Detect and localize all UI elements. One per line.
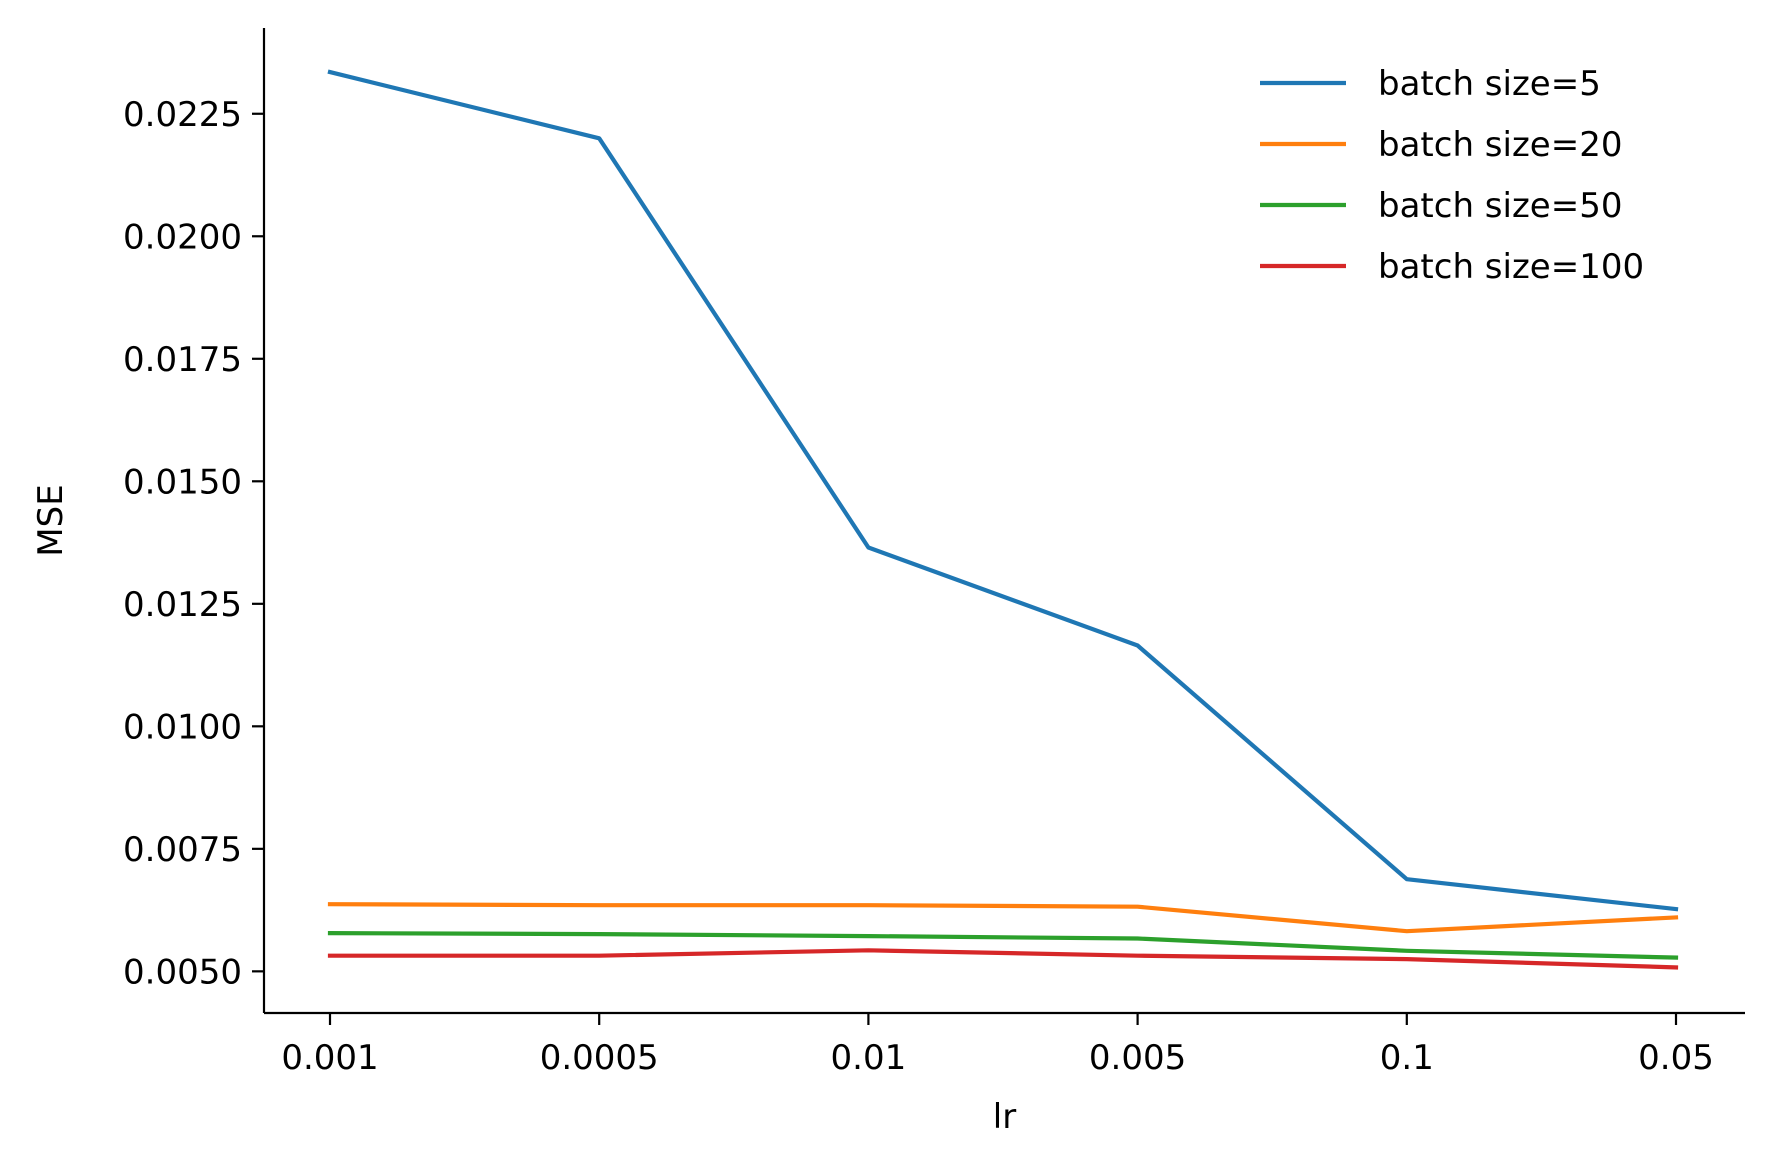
y-tick-label: 0.0050 <box>123 952 242 992</box>
y-tick-label: 0.0200 <box>123 217 242 257</box>
legend-label-2: batch size=20 <box>1378 125 1622 165</box>
series-line-1 <box>327 69 1679 912</box>
y-tick-label: 0.0100 <box>123 707 242 747</box>
legend-label-3: batch size=50 <box>1378 186 1622 226</box>
series-line-2 <box>327 902 1679 934</box>
x-tick-label: 0.05 <box>1638 1038 1714 1078</box>
x-tick-label: 0.1 <box>1380 1038 1434 1078</box>
y-axis-title: MSE <box>31 484 71 556</box>
series-line-3 <box>327 930 1679 960</box>
y-axis-ticks: 0.0050 0.0075 0.0100 0.0125 0.0150 0.0175 0.02… <box>123 95 264 992</box>
y-tick-label: 0.0225 <box>123 95 242 135</box>
legend-label-1: batch size=5 <box>1378 64 1601 104</box>
y-tick-label: 0.0175 <box>123 340 242 380</box>
series-line-4 <box>327 948 1679 970</box>
x-tick-label: 0.005 <box>1089 1038 1186 1078</box>
x-tick-label: 0.01 <box>831 1038 907 1078</box>
legend: batch size=5 batch size=20 batch size=50 ba… <box>1260 64 1644 287</box>
y-tick-label: 0.0075 <box>123 830 242 870</box>
y-tick-label: 0.0125 <box>123 585 242 625</box>
x-tick-label: 0.001 <box>281 1038 378 1078</box>
x-axis-ticks: 0.001 0.0005 0.01 0.005 0.1 0.05 <box>281 1013 1714 1078</box>
axes <box>262 28 1745 1015</box>
legend-label-4: batch size=100 <box>1378 247 1644 287</box>
y-tick-label: 0.0150 <box>123 462 242 502</box>
x-axis-title: lr <box>993 1097 1016 1137</box>
plot-lines <box>327 69 1679 970</box>
x-tick-label: 0.0005 <box>540 1038 659 1078</box>
